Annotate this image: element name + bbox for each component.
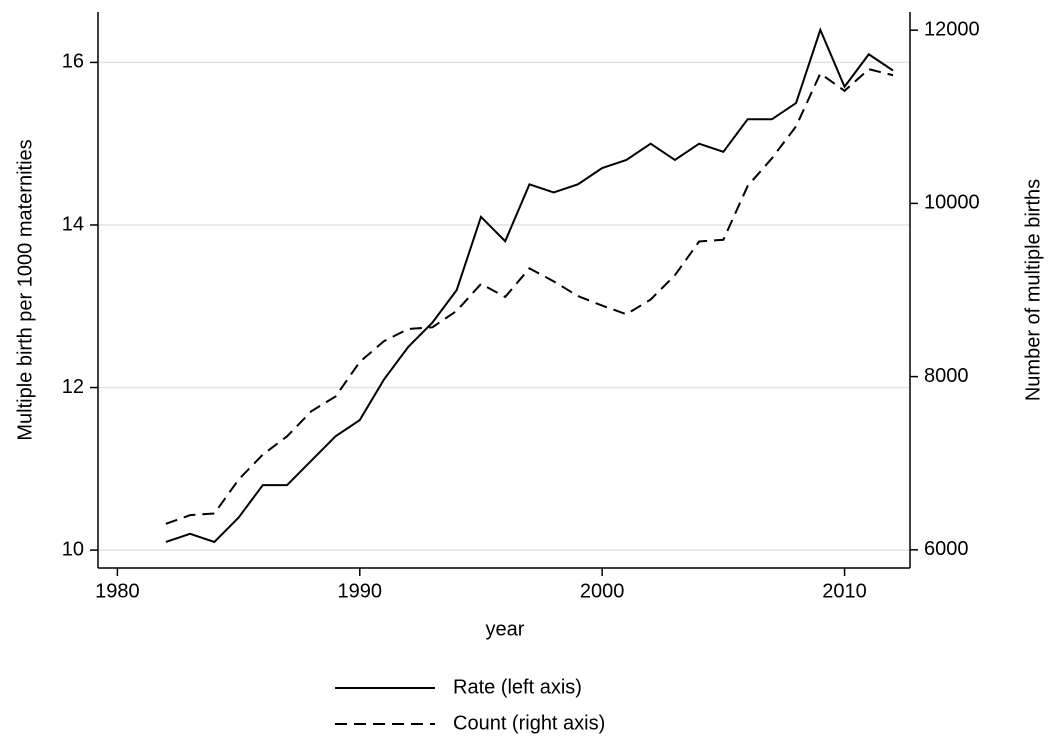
y2-tick-label: 6000 xyxy=(924,538,969,560)
data-line xyxy=(165,27,894,544)
y-axis-label: Multiple birth per 1000 maternities xyxy=(14,139,36,440)
x-tick-label: 2000 xyxy=(580,580,625,602)
y-tick-label: 14 xyxy=(62,213,84,235)
y2-tick-label: 8000 xyxy=(924,365,969,387)
y-tick-label: 16 xyxy=(62,51,84,73)
x-tick-label: 2010 xyxy=(822,580,867,602)
y2-tick-label: 12000 xyxy=(924,18,980,40)
x-tick-label: 1990 xyxy=(338,580,383,602)
y-tick-label: 12 xyxy=(62,376,84,398)
legend-label: Rate (left axis) xyxy=(453,676,582,698)
data-line xyxy=(165,68,894,525)
y2-tick-label: 10000 xyxy=(924,192,980,214)
x-tick-label: 1980 xyxy=(95,580,140,602)
y2-axis-label: Number of multiple births xyxy=(1022,179,1044,401)
x-axis-label: year xyxy=(486,618,525,640)
legend-label: Count (right axis) xyxy=(453,712,605,734)
y-tick-label: 10 xyxy=(62,538,84,560)
